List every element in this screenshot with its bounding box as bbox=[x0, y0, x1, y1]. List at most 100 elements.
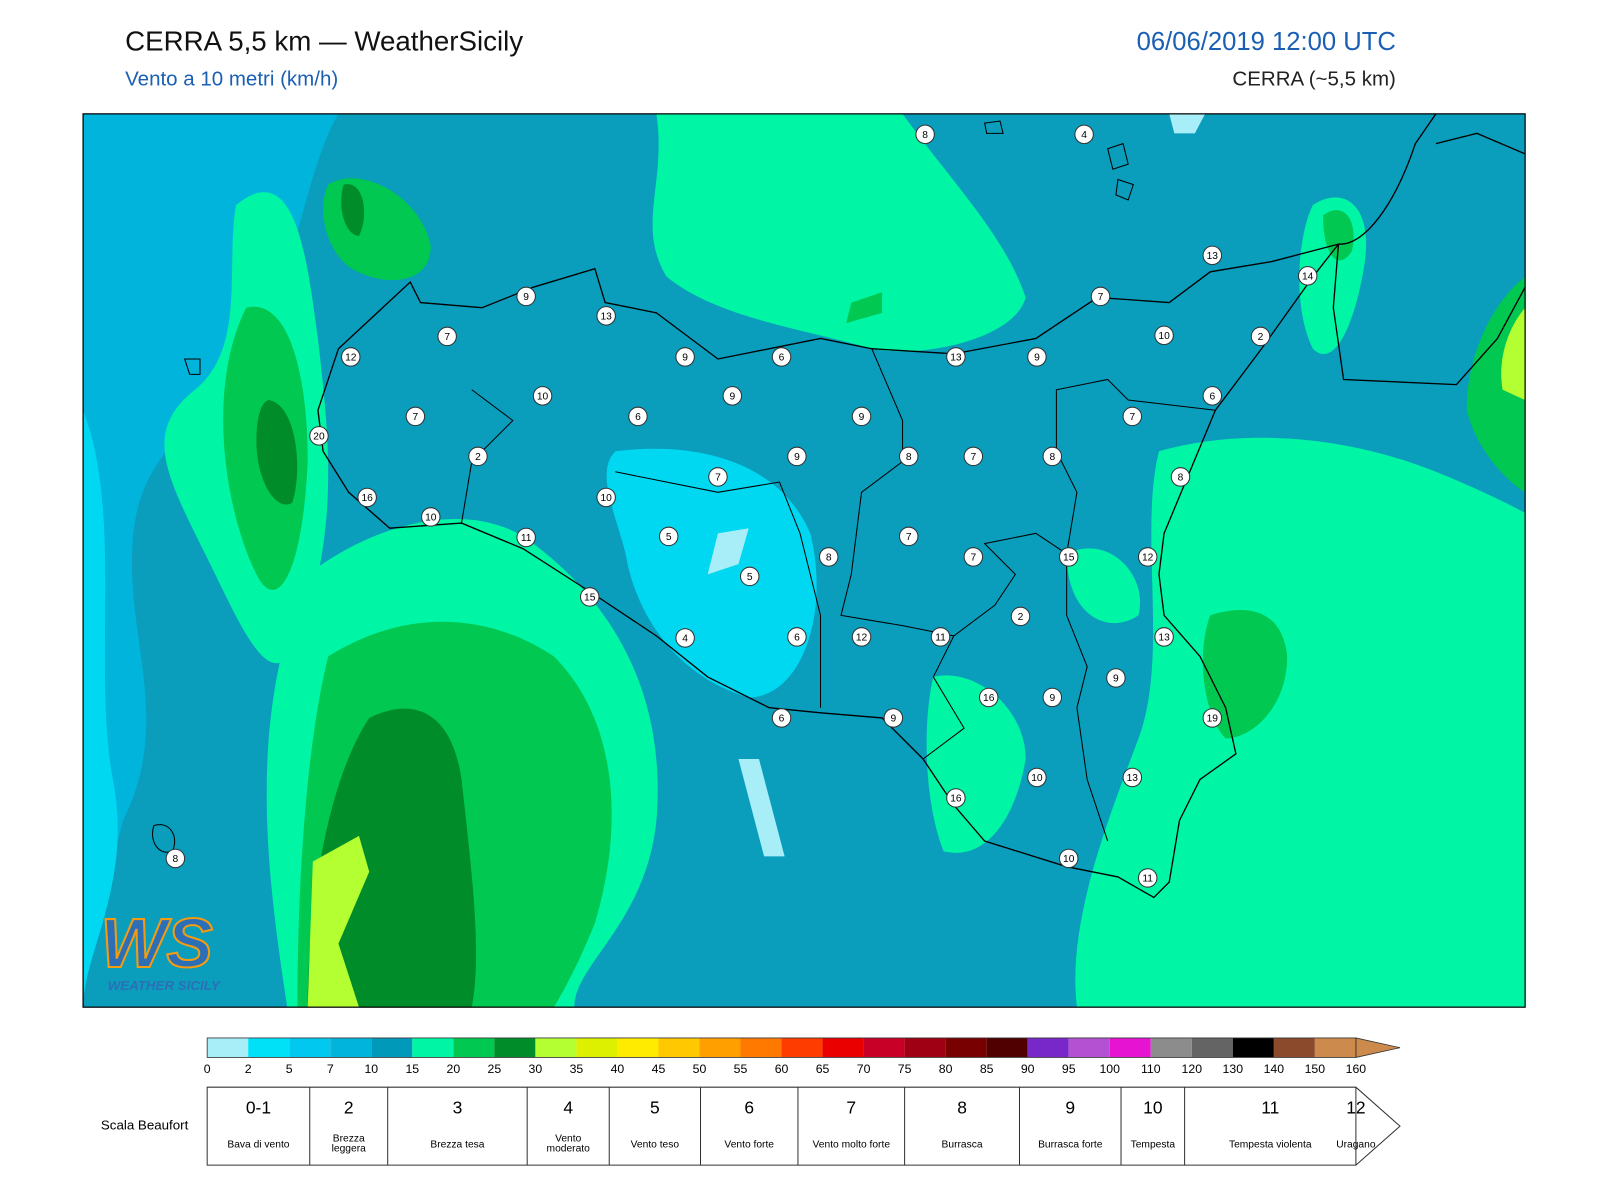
color-swatch bbox=[1068, 1037, 1110, 1058]
beaufort-force: 8 bbox=[957, 1097, 967, 1117]
logo-text: WEATHER SICILY bbox=[108, 978, 221, 993]
station-marker bbox=[963, 446, 984, 467]
station-value: 13 bbox=[1158, 633, 1170, 644]
beaufort-desc: Brezza tesa bbox=[430, 1139, 484, 1150]
station-value: 12 bbox=[856, 633, 868, 644]
station-value: 7 bbox=[1098, 292, 1104, 303]
color-swatch bbox=[289, 1037, 331, 1058]
colorbar-tick-label: 70 bbox=[857, 1062, 871, 1076]
station-marker bbox=[1154, 627, 1174, 647]
station-value: 12 bbox=[345, 353, 357, 364]
station-value: 16 bbox=[361, 493, 373, 504]
station-value: 4 bbox=[1081, 130, 1087, 141]
colorbar-tick-label: 20 bbox=[446, 1062, 460, 1076]
logo-mark: WS bbox=[101, 904, 213, 982]
colorbar-tick-label: 160 bbox=[1346, 1062, 1367, 1076]
color-swatch bbox=[1109, 1037, 1151, 1058]
color-swatch bbox=[822, 1037, 864, 1058]
color-swatch bbox=[1314, 1037, 1356, 1058]
station-marker bbox=[1122, 406, 1143, 427]
station-value: 7 bbox=[970, 553, 976, 564]
station-value: 11 bbox=[1142, 874, 1153, 885]
station-marker bbox=[1202, 708, 1223, 728]
station-marker bbox=[421, 507, 441, 527]
colorbar-tick-label: 75 bbox=[898, 1062, 912, 1076]
station-value: 11 bbox=[935, 633, 946, 644]
beaufort-label: Scala Beaufort bbox=[101, 1118, 189, 1133]
station-value: 14 bbox=[1302, 272, 1314, 283]
station-value: 10 bbox=[1063, 854, 1075, 865]
beaufort-scale: Scala Beaufort 0-1 Bava di vento 2 Brezza le… bbox=[101, 1086, 1401, 1166]
color-swatch bbox=[330, 1037, 372, 1058]
station-value: 10 bbox=[1031, 773, 1043, 784]
colorbar-tick-label: 150 bbox=[1305, 1062, 1326, 1076]
station-value: 8 bbox=[922, 130, 928, 141]
station-value: 7 bbox=[715, 473, 721, 484]
station-value: 10 bbox=[537, 392, 549, 403]
station-marker bbox=[722, 386, 743, 406]
station-marker bbox=[1170, 467, 1191, 487]
station-marker bbox=[946, 788, 966, 808]
colorbar-tick-label: 50 bbox=[693, 1062, 707, 1076]
station-marker bbox=[357, 487, 377, 508]
beaufort-desc-line: leggera bbox=[332, 1143, 366, 1154]
station-marker bbox=[437, 326, 457, 347]
station-marker bbox=[1106, 668, 1126, 688]
station-marker bbox=[787, 446, 807, 467]
beaufort-desc: Tempesta bbox=[1131, 1139, 1176, 1150]
beaufort-force: 5 bbox=[650, 1097, 660, 1117]
color-swatch bbox=[617, 1037, 659, 1058]
station-marker bbox=[580, 587, 600, 607]
colorbar-tick-label: 15 bbox=[405, 1062, 419, 1076]
station-marker bbox=[341, 347, 361, 367]
station-marker bbox=[1137, 868, 1158, 888]
color-swatch bbox=[945, 1037, 987, 1058]
station-marker bbox=[596, 306, 616, 326]
station-value: 10 bbox=[1158, 331, 1170, 342]
station-marker bbox=[1027, 767, 1047, 788]
station-value: 9 bbox=[859, 412, 865, 423]
color-swatch bbox=[207, 1037, 249, 1058]
station-marker bbox=[898, 446, 919, 467]
station-marker bbox=[898, 526, 919, 547]
station-value: 15 bbox=[1063, 553, 1075, 564]
station-value: 2 bbox=[1018, 612, 1024, 623]
beaufort-force: 4 bbox=[563, 1097, 573, 1117]
station-value: 9 bbox=[682, 353, 688, 364]
colorbar-tick-label: 35 bbox=[570, 1062, 584, 1076]
station-marker bbox=[978, 687, 999, 708]
colorbar-tick-label: 120 bbox=[1182, 1062, 1203, 1076]
station-value: 8 bbox=[1178, 473, 1184, 484]
station-value: 13 bbox=[1127, 773, 1139, 784]
station-value: 10 bbox=[600, 493, 612, 504]
station-marker bbox=[915, 124, 935, 145]
beaufort-desc: Tempesta violenta bbox=[1229, 1139, 1312, 1150]
station-value: 4 bbox=[682, 634, 688, 645]
colorbar-tick-label: 100 bbox=[1099, 1062, 1120, 1076]
station-marker bbox=[818, 547, 839, 567]
station-marker bbox=[165, 848, 186, 869]
station-value: 8 bbox=[1049, 452, 1055, 463]
station-marker bbox=[1202, 245, 1223, 266]
colorbar-tick-label: 65 bbox=[816, 1062, 830, 1076]
colorbar-tick-label: 55 bbox=[734, 1062, 748, 1076]
station-marker bbox=[658, 526, 679, 547]
beaufort-desc: Brezza leggera bbox=[332, 1133, 366, 1154]
station-marker bbox=[787, 627, 807, 647]
stations: 8 4 13 14 9 13 7 7 12 9 6 13 9 10 2 10 9 6 7 6 9 7 20 2 9 8 7 8 7 8 16… bbox=[165, 124, 1318, 888]
colorbar-tick-label: 2 bbox=[245, 1062, 252, 1076]
subtitle: Vento a 10 metri (km/h) bbox=[125, 67, 338, 90]
station-marker bbox=[851, 627, 872, 647]
station-value: 2 bbox=[1258, 332, 1264, 343]
colorbar-frame bbox=[206, 1037, 1357, 1058]
station-value: 9 bbox=[1113, 674, 1119, 685]
color-swatch bbox=[535, 1037, 577, 1058]
colorbar-tick-label: 95 bbox=[1062, 1062, 1076, 1076]
beaufort-desc: Vento teso bbox=[631, 1139, 680, 1150]
station-marker bbox=[1010, 606, 1031, 627]
station-marker bbox=[628, 406, 648, 427]
station-value: 7 bbox=[444, 332, 450, 343]
color-swatch bbox=[576, 1037, 618, 1058]
station-marker bbox=[1090, 286, 1111, 307]
